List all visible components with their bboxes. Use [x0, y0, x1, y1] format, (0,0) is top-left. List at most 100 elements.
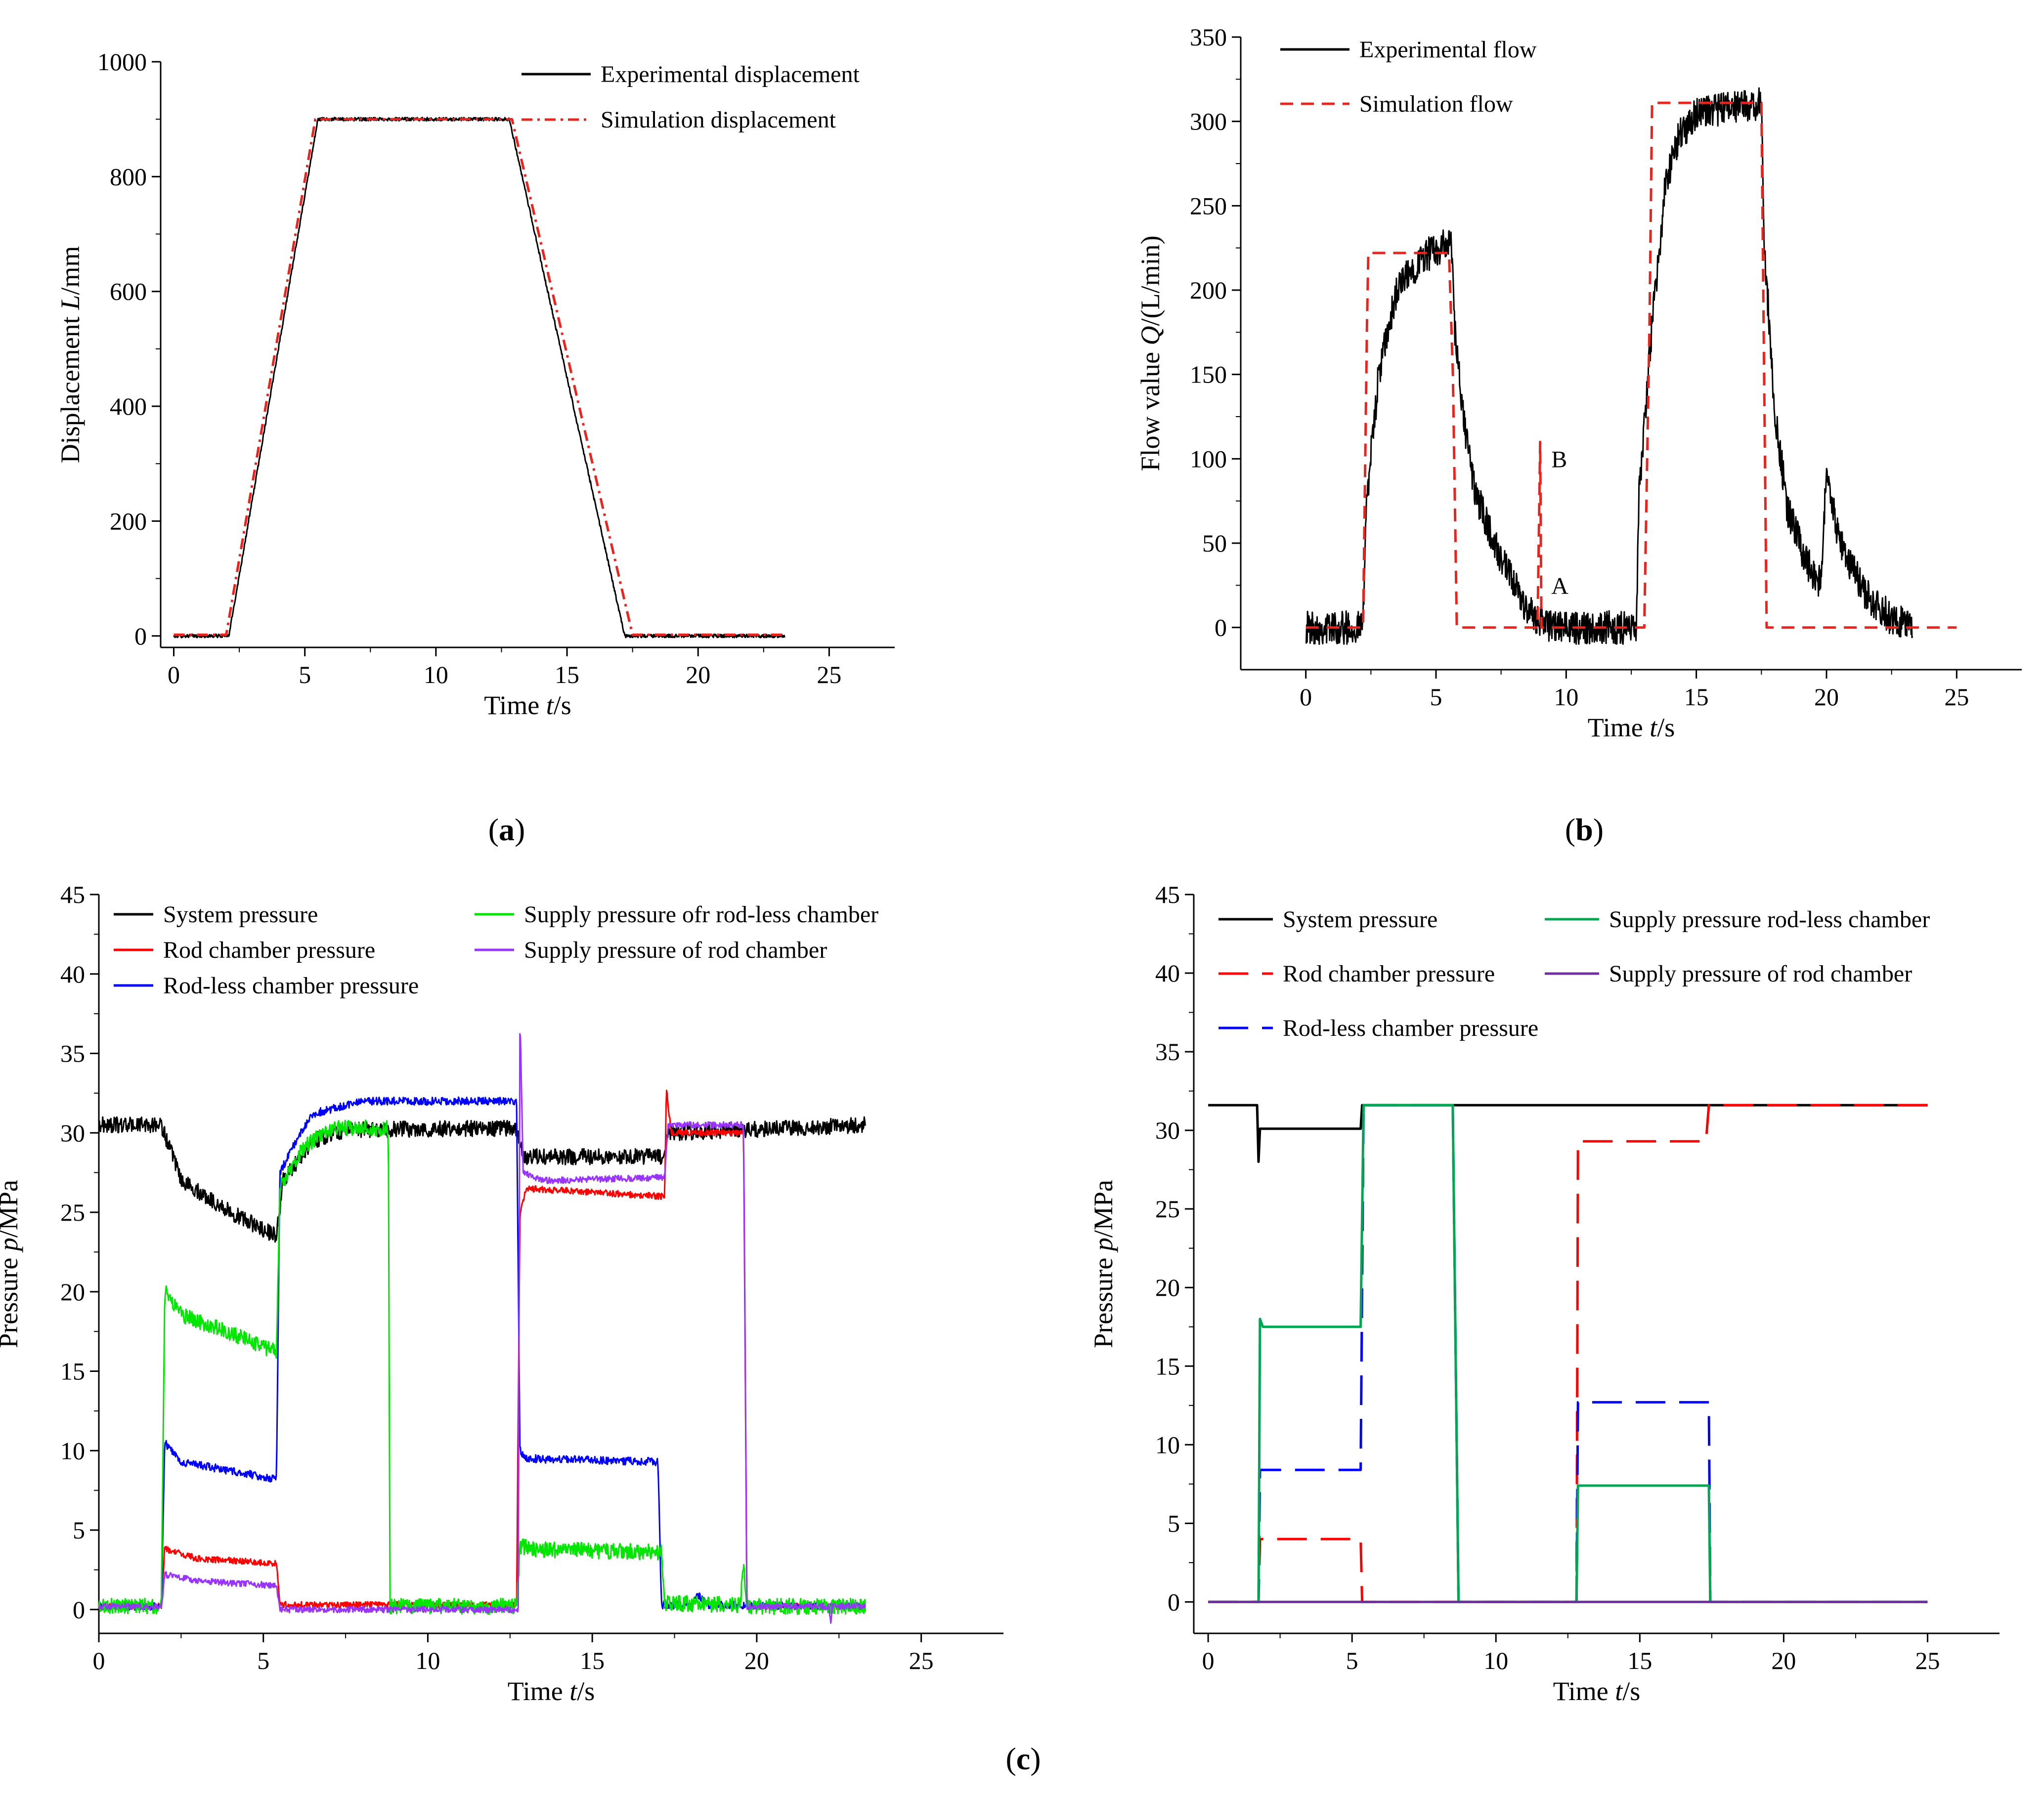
series-line-2	[1208, 1104, 1928, 1603]
axes: 0 5 10 15 20 25 0 200 400 600 800 1000 Time t/s Displ…	[55, 48, 895, 720]
panel-label-b: (b)	[1565, 812, 1604, 847]
x-tick-label: 0	[1202, 1647, 1215, 1674]
legend-item: System pressure	[114, 901, 318, 928]
y-tick-label: 45	[1155, 881, 1180, 908]
legend-label: Experimental flow	[1359, 37, 1537, 63]
legend-label: Simulation displacement	[601, 107, 836, 133]
y-axis-label: Displacement L/mm	[55, 246, 85, 463]
legend: System pressure Rod chamber pressure Rod-l…	[1218, 906, 1930, 1041]
y-tick-label: 5	[73, 1516, 85, 1544]
x-tick-label: 5	[1430, 683, 1442, 711]
x-tick-label: 5	[1346, 1647, 1358, 1674]
legend: System pressure Rod chamber pressure Rod-l…	[114, 901, 878, 999]
x-tick-label: 15	[1627, 1647, 1652, 1674]
x-tick-label: 0	[168, 661, 180, 688]
legend: Experimental flow Simulation flow	[1280, 37, 1537, 117]
x-tick-label: 0	[1300, 683, 1312, 711]
x-tick-label: 10	[415, 1647, 440, 1674]
legend-label: Supply pressure ofr rod-less chamber	[524, 901, 878, 928]
axes: 0 5 10 15 20 25 0 5 10 15 20 25 30 35 40 45 Time t/s Pres…	[0, 881, 1003, 1706]
y-tick-label: 800	[110, 163, 147, 190]
x-tick-label: 10	[1554, 683, 1578, 711]
y-tick-label: 200	[110, 507, 147, 535]
y-tick-label: 200	[1190, 276, 1227, 304]
y-tick-label: 600	[110, 278, 147, 305]
legend-label: Rod chamber pressure	[1283, 961, 1495, 987]
y-tick-label: 20	[60, 1278, 85, 1306]
panel-a-chart: 0 5 10 15 20 25 0 200 400 600 800 1000 Time t/s Displ…	[55, 48, 895, 720]
y-axis-label: Flow value Q/(L/min)	[1135, 236, 1165, 471]
y-tick-label: 25	[1155, 1195, 1180, 1223]
legend-item: Simulation flow	[1280, 91, 1513, 117]
series-line-4	[98, 1119, 866, 1615]
legend-item: Rod chamber pressure	[1218, 961, 1495, 987]
x-tick-label: 25	[1915, 1647, 1940, 1674]
series-line-2	[174, 118, 785, 636]
y-tick-label: 100	[1190, 445, 1227, 472]
legend-item: Supply pressure of rod chamber	[1545, 961, 1912, 987]
legend-item: Simulation displacement	[522, 107, 836, 133]
x-tick-label: 20	[1771, 1647, 1796, 1674]
y-tick-label: 30	[60, 1119, 85, 1147]
x-tick-label: 10	[1483, 1647, 1508, 1674]
legend-label: Supply pressure of rod chamber	[524, 937, 827, 963]
y-tick-label: 50	[1202, 529, 1227, 557]
x-axis-label: Time t/s	[1588, 713, 1675, 742]
panel-label-a: (a)	[488, 812, 525, 847]
y-tick-label: 0	[73, 1596, 85, 1623]
x-tick-label: 5	[299, 661, 311, 688]
series-line-1	[173, 117, 785, 639]
legend-item: Rod-less chamber pressure	[114, 973, 419, 999]
panel-label-c: (c)	[1005, 1741, 1041, 1776]
y-tick-label: 400	[110, 392, 147, 420]
series-line-1	[1305, 87, 1914, 645]
y-tick-label: 15	[1155, 1352, 1180, 1380]
x-axis-label: Time t/s	[508, 1676, 595, 1706]
y-tick-label: 10	[60, 1437, 85, 1464]
y-tick-label: 0	[1215, 614, 1227, 641]
axes: 0 5 10 15 20 25 0 5 10 15 20 25 30 35 40 45 Time t/s Pres…	[1088, 881, 2000, 1706]
y-tick-label: 40	[1155, 959, 1180, 987]
y-tick-label: 35	[1155, 1038, 1180, 1066]
legend-label: Experimental displacement	[601, 61, 860, 87]
series-line-2	[1305, 101, 1957, 629]
legend: Experimental displacement Simulation disp…	[522, 61, 860, 133]
x-axis-label: Time t/s	[484, 690, 571, 720]
y-tick-label: 20	[1155, 1274, 1180, 1301]
legend-item: Supply pressure rod-less chamber	[1545, 906, 1930, 933]
x-axis-label: Time t/s	[1553, 1676, 1641, 1706]
x-tick-label: 5	[257, 1647, 269, 1674]
series-line-1	[98, 1116, 866, 1243]
legend-label: Simulation flow	[1359, 91, 1513, 117]
legend-label: Supply pressure of rod chamber	[1609, 961, 1912, 987]
x-tick-label: 20	[1814, 683, 1839, 711]
legend-item: Supply pressure ofr rod-less chamber	[475, 901, 878, 928]
y-tick-label: 350	[1190, 23, 1227, 51]
legend-item: Rod chamber pressure	[114, 937, 375, 963]
y-tick-label: 0	[1168, 1588, 1180, 1616]
y-tick-label: 35	[60, 1040, 85, 1067]
y-tick-label: 15	[60, 1358, 85, 1385]
y-tick-label: 10	[1155, 1431, 1180, 1458]
x-tick-label: 25	[909, 1647, 934, 1674]
legend-label: System pressure	[1283, 906, 1437, 933]
y-tick-label: 45	[60, 881, 85, 908]
legend-item: Experimental flow	[1280, 37, 1537, 63]
x-tick-label: 10	[424, 661, 448, 688]
x-tick-label: 25	[817, 661, 841, 688]
y-axis-label: Pressure p/MPa	[0, 1180, 23, 1348]
panel-c-left-chart: 0 5 10 15 20 25 0 5 10 15 20 25 30 35 40 45 Time t/s Pres…	[0, 881, 1003, 1706]
legend-item: System pressure	[1218, 906, 1437, 933]
legend-label: Rod chamber pressure	[163, 937, 375, 963]
y-tick-label: 25	[60, 1198, 85, 1226]
legend-label: Rod-less chamber pressure	[163, 973, 419, 999]
x-tick-label: 20	[744, 1647, 769, 1674]
series-line-3	[98, 1096, 866, 1611]
y-axis-label: Pressure p/MPa	[1088, 1180, 1118, 1348]
annotation-B: B	[1551, 446, 1567, 472]
legend-label: Rod-less chamber pressure	[1283, 1015, 1538, 1041]
x-tick-label: 20	[686, 661, 710, 688]
legend-item: Experimental displacement	[522, 61, 860, 87]
y-tick-label: 30	[1155, 1116, 1180, 1144]
